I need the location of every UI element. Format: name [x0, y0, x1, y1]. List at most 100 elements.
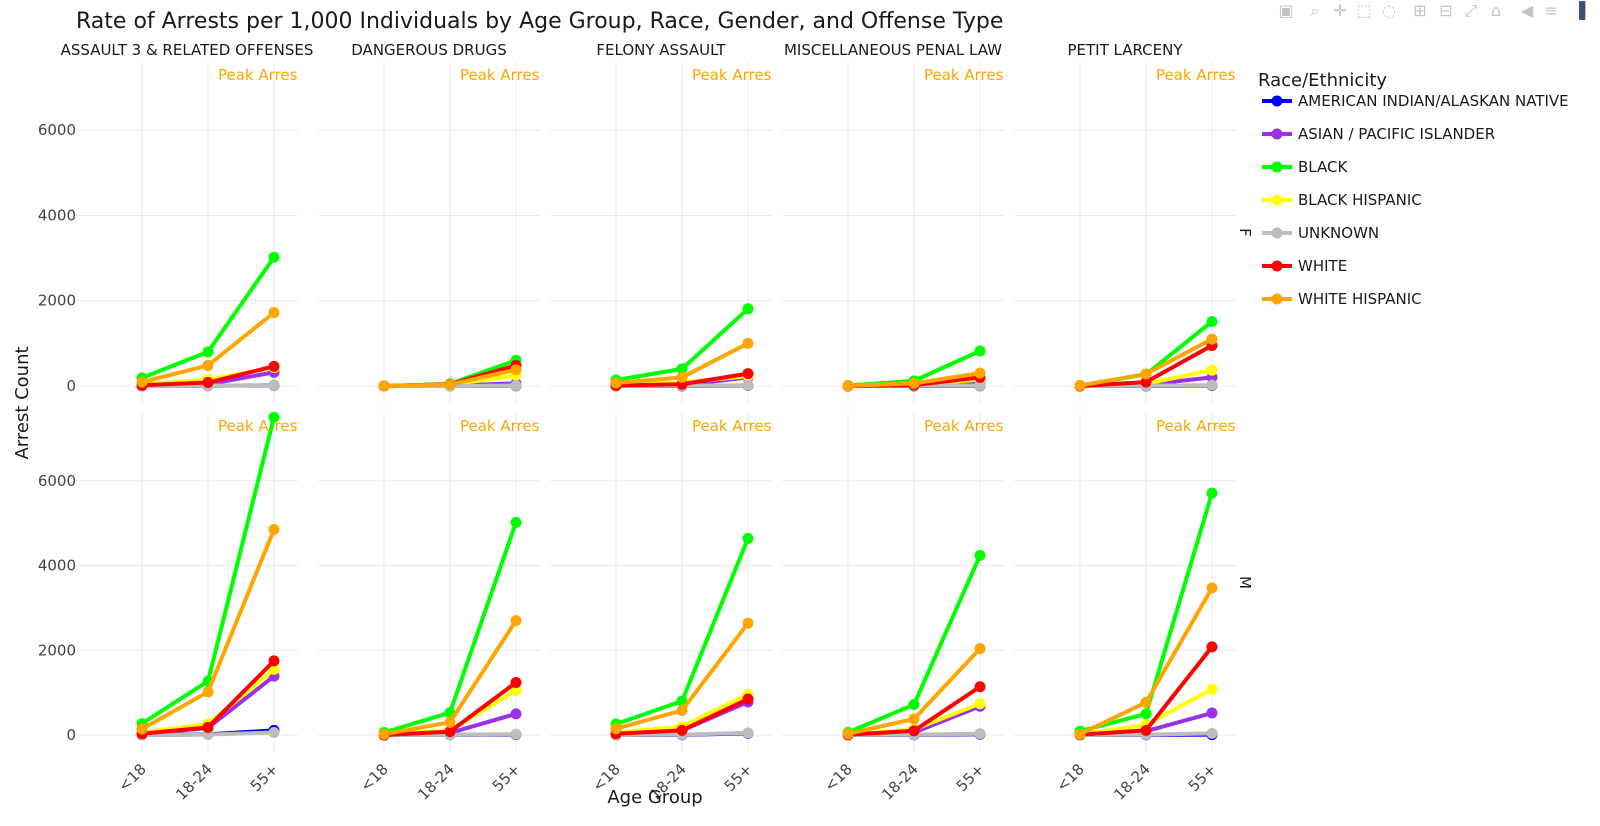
legend-item-black-hispanic[interactable]: BLACK HISPANIC — [1262, 191, 1422, 209]
data-point-white-hispanic[interactable] — [511, 615, 522, 626]
box-select-icon[interactable]: ⬚ — [1356, 1, 1371, 20]
data-point-black[interactable] — [203, 346, 214, 357]
data-point-white-hispanic[interactable] — [269, 307, 280, 318]
data-point-black[interactable] — [743, 303, 754, 314]
legend-item-black[interactable]: BLACK — [1262, 158, 1348, 176]
facet-header-petit-larceny: PETIT LARCENY — [1067, 41, 1183, 59]
lasso-select-icon[interactable]: ◌ — [1382, 1, 1396, 20]
data-point-white[interactable] — [269, 655, 280, 666]
data-point-unknown[interactable] — [269, 727, 280, 738]
pan-icon[interactable]: ✛ — [1333, 1, 1346, 20]
data-point-asian-pacific-islander[interactable] — [511, 708, 522, 719]
x-tick-label: <18 — [115, 760, 150, 795]
data-point-black[interactable] — [975, 550, 986, 561]
legend-item-white[interactable]: WHITE — [1262, 257, 1347, 275]
data-point-white[interactable] — [743, 368, 754, 379]
data-point-white-hispanic[interactable] — [379, 729, 390, 740]
data-point-black[interactable] — [909, 699, 920, 710]
data-point-black[interactable] — [1141, 708, 1152, 719]
data-point-white-hispanic[interactable] — [611, 377, 622, 388]
camera-icon[interactable]: ▣ — [1278, 1, 1293, 20]
reset-axes-icon[interactable]: ⌂ — [1491, 1, 1501, 20]
data-point-white[interactable] — [909, 725, 920, 736]
data-point-unknown[interactable] — [1207, 728, 1218, 739]
data-point-unknown[interactable] — [1207, 380, 1218, 391]
data-point-white-hispanic[interactable] — [677, 705, 688, 716]
data-point-white-hispanic[interactable] — [909, 378, 920, 389]
data-point-unknown[interactable] — [743, 380, 754, 391]
spike-lines-icon[interactable]: ◀ — [1521, 1, 1534, 20]
data-point-unknown[interactable] — [511, 380, 522, 391]
data-point-white-hispanic[interactable] — [743, 338, 754, 349]
legend-item-asian-pacific-islander[interactable]: ASIAN / PACIFIC ISLANDER — [1262, 125, 1495, 143]
data-point-unknown[interactable] — [743, 727, 754, 738]
data-point-white-hispanic[interactable] — [203, 360, 214, 371]
data-point-white-hispanic[interactable] — [1141, 369, 1152, 380]
data-point-black[interactable] — [743, 533, 754, 544]
data-point-black-hispanic[interactable] — [1207, 684, 1218, 695]
data-point-white-hispanic[interactable] — [677, 372, 688, 383]
data-point-white-hispanic[interactable] — [379, 380, 390, 391]
data-point-black[interactable] — [1207, 488, 1218, 499]
data-point-white-hispanic[interactable] — [1075, 729, 1086, 740]
data-point-white[interactable] — [203, 377, 214, 388]
x-tick-label: 55+ — [1185, 760, 1220, 795]
data-point-white-hispanic[interactable] — [975, 368, 986, 379]
legend-swatch-marker — [1272, 294, 1283, 305]
data-point-white-hispanic[interactable] — [137, 724, 148, 735]
data-point-white[interactable] — [1207, 641, 1218, 652]
compare-hover-icon[interactable]: ≡ — [1544, 1, 1557, 20]
data-point-white-hispanic[interactable] — [1075, 380, 1086, 391]
data-point-white-hispanic[interactable] — [843, 728, 854, 739]
data-point-white[interactable] — [269, 361, 280, 372]
peak-annotation: Peak Arrest R — [460, 66, 561, 84]
data-point-asian-pacific-islander[interactable] — [1207, 708, 1218, 719]
data-point-black[interactable] — [511, 517, 522, 528]
data-point-black-hispanic[interactable] — [975, 698, 986, 709]
data-point-white[interactable] — [743, 694, 754, 705]
data-point-white[interactable] — [203, 722, 214, 733]
data-point-black[interactable] — [269, 412, 280, 423]
zoom-in-icon[interactable]: ⊞ — [1413, 1, 1426, 20]
zoom-icon[interactable]: ⌕ — [1311, 1, 1320, 20]
plotly-logo-icon[interactable]: ▐ — [1573, 0, 1586, 20]
data-point-unknown[interactable] — [511, 729, 522, 740]
legend-swatch-marker — [1272, 261, 1283, 272]
data-point-white-hispanic[interactable] — [975, 643, 986, 654]
data-point-black[interactable] — [1207, 316, 1218, 327]
data-point-white-hispanic[interactable] — [1207, 583, 1218, 594]
data-point-white-hispanic[interactable] — [445, 717, 456, 728]
data-point-black-hispanic[interactable] — [1207, 365, 1218, 376]
facet-row-label-m: M — [1236, 576, 1254, 589]
data-point-white[interactable] — [1141, 725, 1152, 736]
autoscale-icon[interactable]: ⤢ — [1465, 1, 1478, 20]
legend-item-unknown[interactable]: UNKNOWN — [1262, 224, 1379, 242]
zoom-out-icon[interactable]: ⊟ — [1439, 1, 1452, 20]
data-point-white-hispanic[interactable] — [1207, 334, 1218, 345]
data-point-white[interactable] — [677, 725, 688, 736]
data-point-white-hispanic[interactable] — [445, 379, 456, 390]
legend-item-american-indian-alaskan-native[interactable]: AMERICAN INDIAN/ALASKAN NATIVE — [1262, 92, 1569, 110]
data-point-unknown[interactable] — [975, 728, 986, 739]
data-point-white-hispanic[interactable] — [269, 524, 280, 535]
data-point-white-hispanic[interactable] — [909, 713, 920, 724]
data-point-black[interactable] — [975, 345, 986, 356]
legend-item-white-hispanic[interactable]: WHITE HISPANIC — [1262, 290, 1422, 308]
data-point-white-hispanic[interactable] — [843, 380, 854, 391]
data-point-black[interactable] — [269, 252, 280, 263]
data-point-white-hispanic[interactable] — [203, 686, 214, 697]
data-point-white-hispanic[interactable] — [511, 364, 522, 375]
data-point-white-hispanic[interactable] — [137, 377, 148, 388]
data-point-white[interactable] — [975, 681, 986, 692]
data-point-white[interactable] — [511, 677, 522, 688]
data-point-white-hispanic[interactable] — [611, 723, 622, 734]
facet-header-felony-assault: FELONY ASSAULT — [596, 41, 726, 59]
data-point-unknown[interactable] — [269, 380, 280, 391]
y-tick-label: 0 — [66, 726, 76, 744]
data-point-white-hispanic[interactable] — [743, 618, 754, 629]
facet-panel-miscellaneous-penal-law-f: Peak Arrest R — [782, 62, 1025, 403]
data-point-white-hispanic[interactable] — [1141, 697, 1152, 708]
